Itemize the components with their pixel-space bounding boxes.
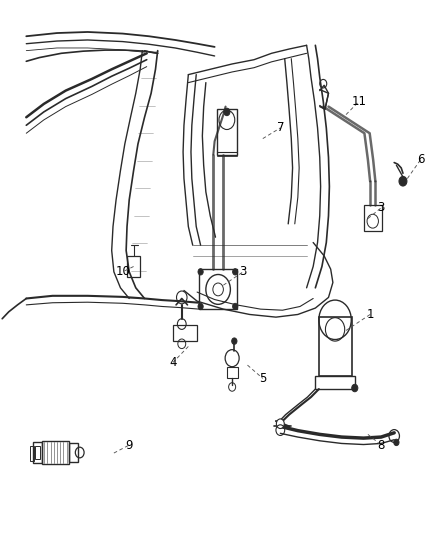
Bar — [319, 317, 352, 376]
Bar — [127, 256, 140, 277]
Bar — [69, 443, 78, 462]
Text: 11: 11 — [352, 95, 367, 108]
Text: 10: 10 — [115, 265, 130, 278]
Bar — [199, 269, 237, 309]
Circle shape — [276, 419, 284, 429]
Bar — [173, 325, 197, 341]
Circle shape — [233, 269, 238, 275]
Circle shape — [352, 384, 358, 392]
Bar — [227, 367, 238, 378]
Text: 7: 7 — [276, 122, 284, 134]
Bar — [42, 441, 69, 464]
Circle shape — [198, 303, 203, 310]
Bar — [217, 109, 237, 155]
Circle shape — [233, 303, 238, 310]
Text: 6: 6 — [417, 154, 424, 166]
Text: 1: 1 — [366, 308, 374, 321]
Text: 3: 3 — [240, 265, 247, 278]
Bar — [30, 446, 34, 461]
Circle shape — [232, 338, 237, 344]
Text: 9: 9 — [125, 439, 133, 451]
Bar — [35, 446, 40, 459]
Text: 8: 8 — [378, 439, 385, 451]
Bar — [315, 376, 355, 389]
Text: 5: 5 — [259, 372, 266, 385]
Bar — [33, 442, 42, 463]
Circle shape — [399, 176, 407, 186]
Circle shape — [224, 108, 230, 116]
Circle shape — [394, 439, 399, 446]
Bar — [364, 205, 382, 231]
Text: 3: 3 — [378, 201, 385, 214]
Text: 4: 4 — [169, 356, 177, 369]
Circle shape — [198, 269, 203, 275]
